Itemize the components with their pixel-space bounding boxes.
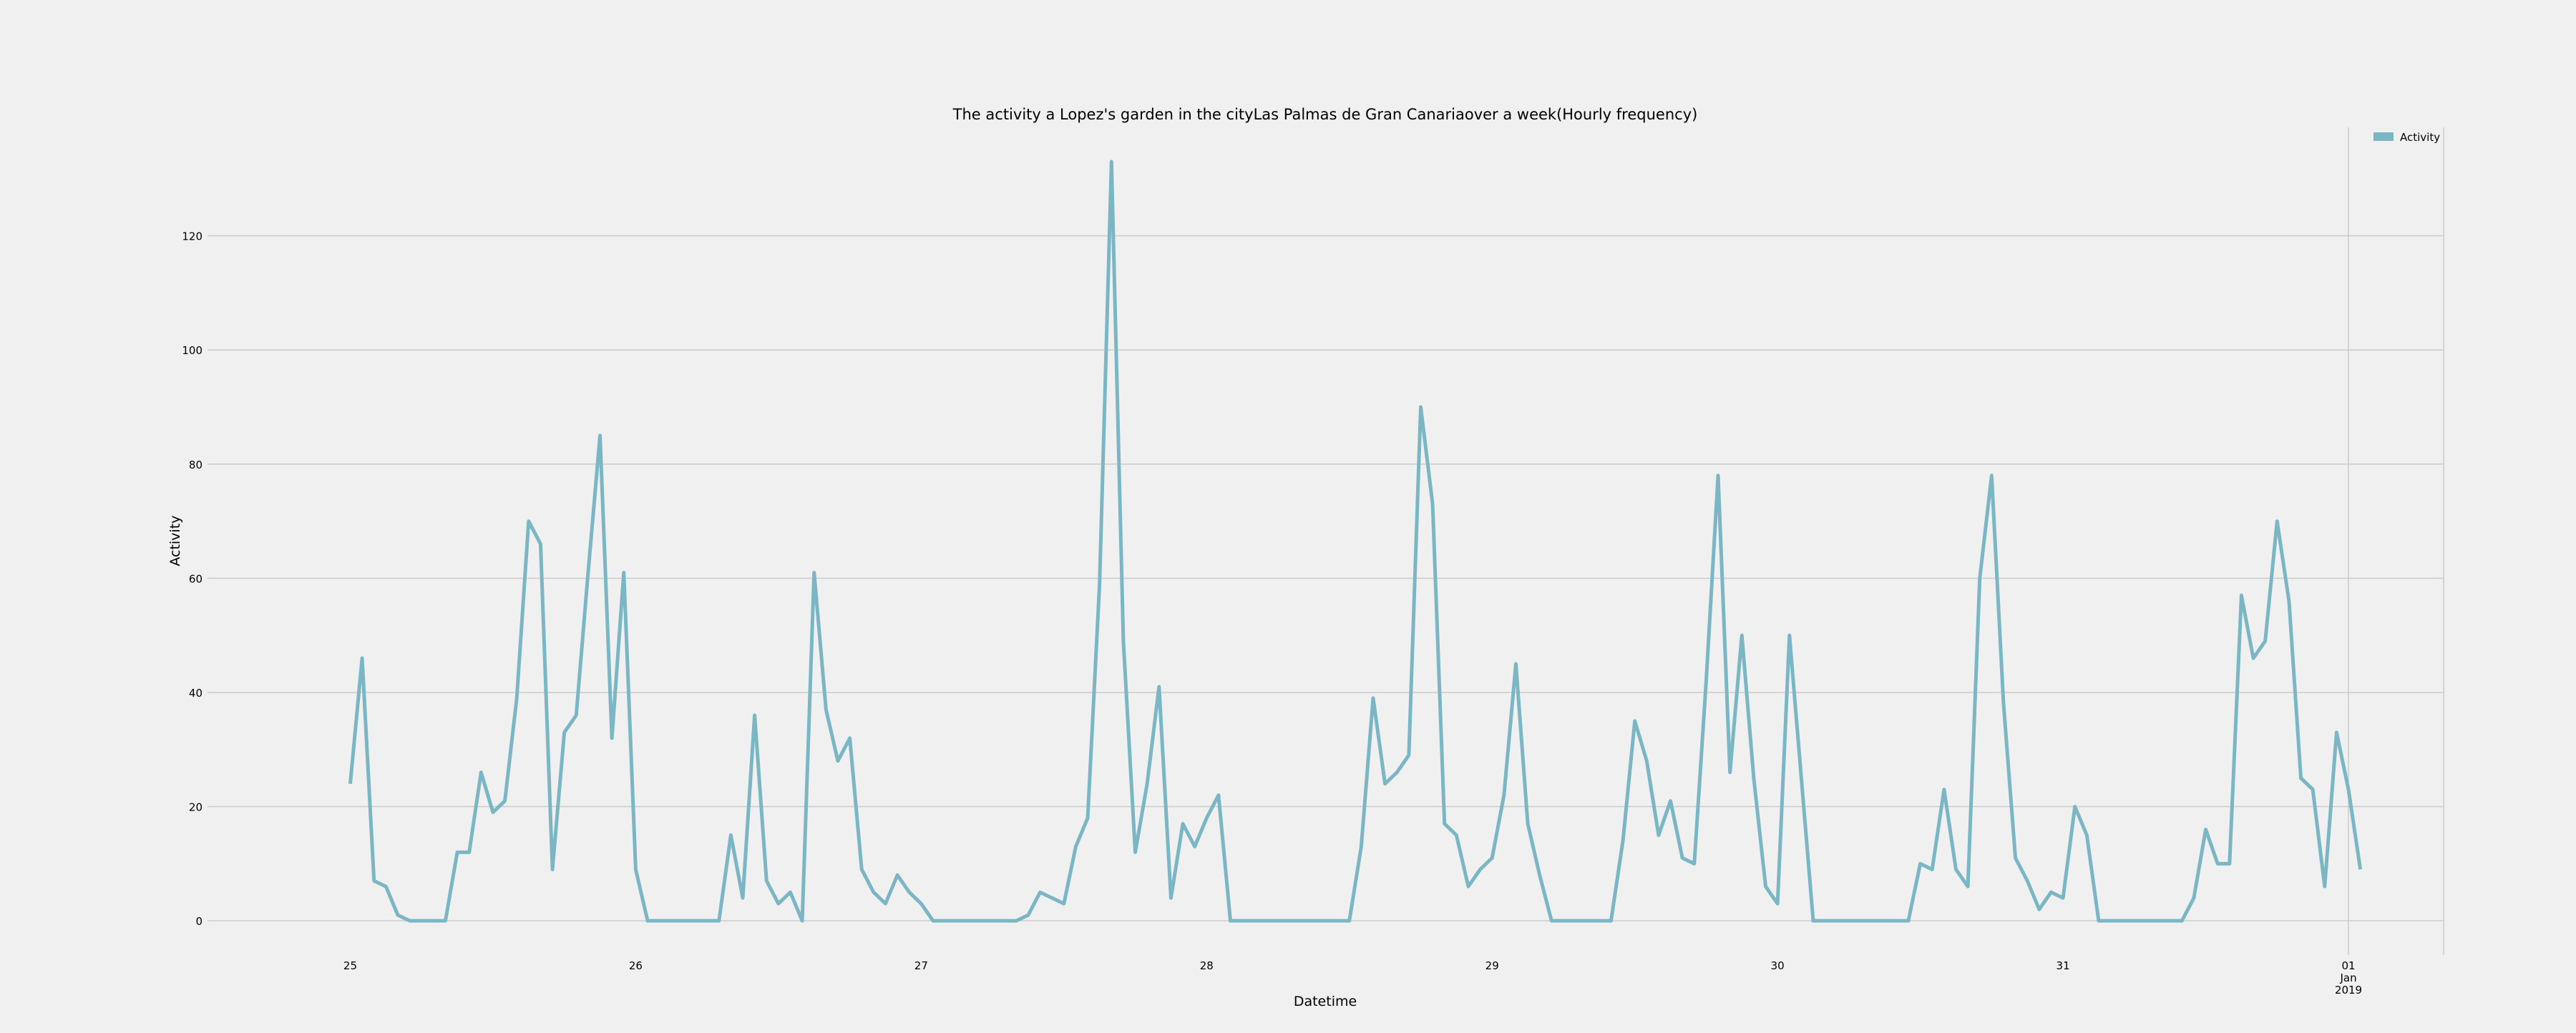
y-tick-label: 120 (182, 230, 203, 243)
gridlines (208, 127, 2444, 955)
x-tick-label: 31 (2057, 959, 2070, 972)
x-tick-label: 01 Jan 2019 (2335, 959, 2362, 997)
y-tick-label: 60 (189, 572, 203, 585)
x-tick-label: 27 (914, 959, 928, 972)
x-tick-label: 29 (1485, 959, 1499, 972)
y-tick-label: 20 (189, 801, 203, 814)
y-tick-label: 0 (195, 915, 203, 928)
chart-title: The activity a Lopez's garden in the cit… (952, 106, 1698, 123)
axis-ticks: 0 20 40 60 80 100 120 25 26 27 28 29 30 31 01 Jan 2019 (182, 230, 2362, 997)
series-line-activity (348, 160, 2363, 923)
x-tick-label: 30 (1771, 959, 1785, 972)
legend-label: Activity (2400, 131, 2440, 144)
x-tick-label: 25 (343, 959, 357, 972)
y-tick-label: 40 (189, 687, 203, 700)
y-tick-label: 80 (189, 459, 203, 471)
x-tick-label: 26 (629, 959, 643, 972)
x-axis-label: Datetime (1294, 994, 1357, 1009)
legend-swatch (2373, 132, 2394, 141)
legend: Activity (2373, 131, 2440, 144)
y-axis-label: Activity (167, 515, 183, 566)
y-tick-label: 100 (182, 344, 203, 357)
x-tick-label: 28 (1200, 959, 1214, 972)
plot-area (348, 160, 2363, 923)
